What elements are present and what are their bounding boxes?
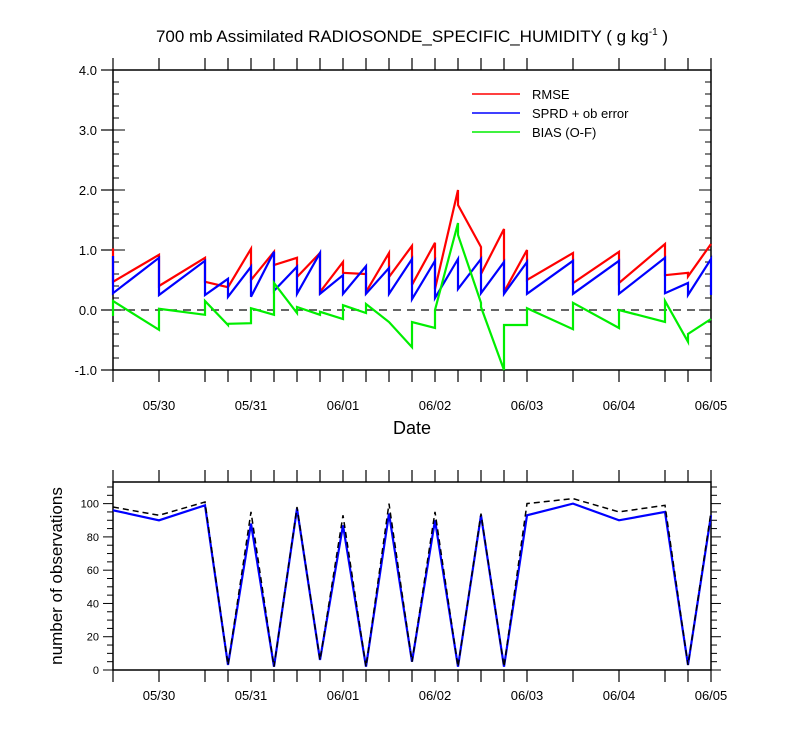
y-tick-label: 40 (87, 598, 99, 610)
y-tick-label: -1.0 (75, 363, 97, 378)
x-tick-label: 06/01 (327, 398, 360, 413)
x-tick-label: 06/01 (327, 688, 360, 703)
legend-label: RMSE (532, 87, 570, 102)
y-tick-label: 80 (87, 532, 99, 544)
x-tick-label: 06/04 (603, 398, 636, 413)
x-tick-label: 06/05 (695, 398, 728, 413)
legend: RMSE SPRD + ob error BIAS (O-F) (472, 87, 629, 140)
x-tick-label: 06/02 (419, 688, 452, 703)
y-tick-label: 1.0 (79, 243, 97, 258)
bottom-plot: 0 20 40 60 80 100 05/30 05/31 06/01 06/02 06/03 06/… (47, 470, 727, 703)
top-plot: 700 mb Assimilated RADIOSONDE_SPECIFIC_H… (75, 27, 728, 438)
bottom-series (112, 497, 713, 667)
chart-title: 700 mb Assimilated RADIOSONDE_SPECIFIC_H… (156, 27, 668, 46)
x-tick-label: 06/02 (419, 398, 452, 413)
x-tick-label: 06/03 (511, 688, 544, 703)
legend-label: BIAS (O-F) (532, 125, 596, 140)
series-line-sprd-ob-error (111, 248, 713, 304)
y-tick-label: 0 (93, 665, 99, 677)
top-series (111, 189, 713, 371)
top-axes: -1.0 0.0 1.0 2.0 3.0 4.0 05/30 05/31 06/01 06/02 0… (75, 58, 728, 413)
y-tick-label: 4.0 (79, 63, 97, 78)
bottom-axes: 0 20 40 60 80 100 05/30 05/31 06/01 06/02 06/03 06/… (81, 470, 728, 703)
bottom-plot-frame (112, 481, 712, 671)
series-line-possible (112, 497, 712, 667)
y-tick-label: 0.0 (79, 303, 97, 318)
x-tick-label: 05/30 (143, 398, 176, 413)
y-tick-label: 3.0 (79, 123, 97, 138)
x-tick-label: 05/30 (143, 688, 176, 703)
x-tick-label: 06/04 (603, 688, 636, 703)
y-tick-label: 100 (81, 499, 99, 511)
series-line-bias-o-f- (111, 222, 712, 371)
y-tick-label: 60 (87, 565, 99, 577)
y-axis-label: number of observations (47, 487, 66, 665)
legend-label: SPRD + ob error (532, 106, 629, 121)
x-tick-label: 05/31 (235, 688, 268, 703)
x-tick-label: 06/05 (695, 688, 728, 703)
x-tick-label: 06/03 (511, 398, 544, 413)
x-axis-label: Date (393, 418, 431, 438)
y-tick-label: 2.0 (79, 183, 97, 198)
series-line-assimilated (112, 502, 713, 667)
y-tick-label: 20 (87, 632, 99, 644)
series-line-rmse (111, 189, 712, 297)
x-tick-label: 05/31 (235, 398, 268, 413)
